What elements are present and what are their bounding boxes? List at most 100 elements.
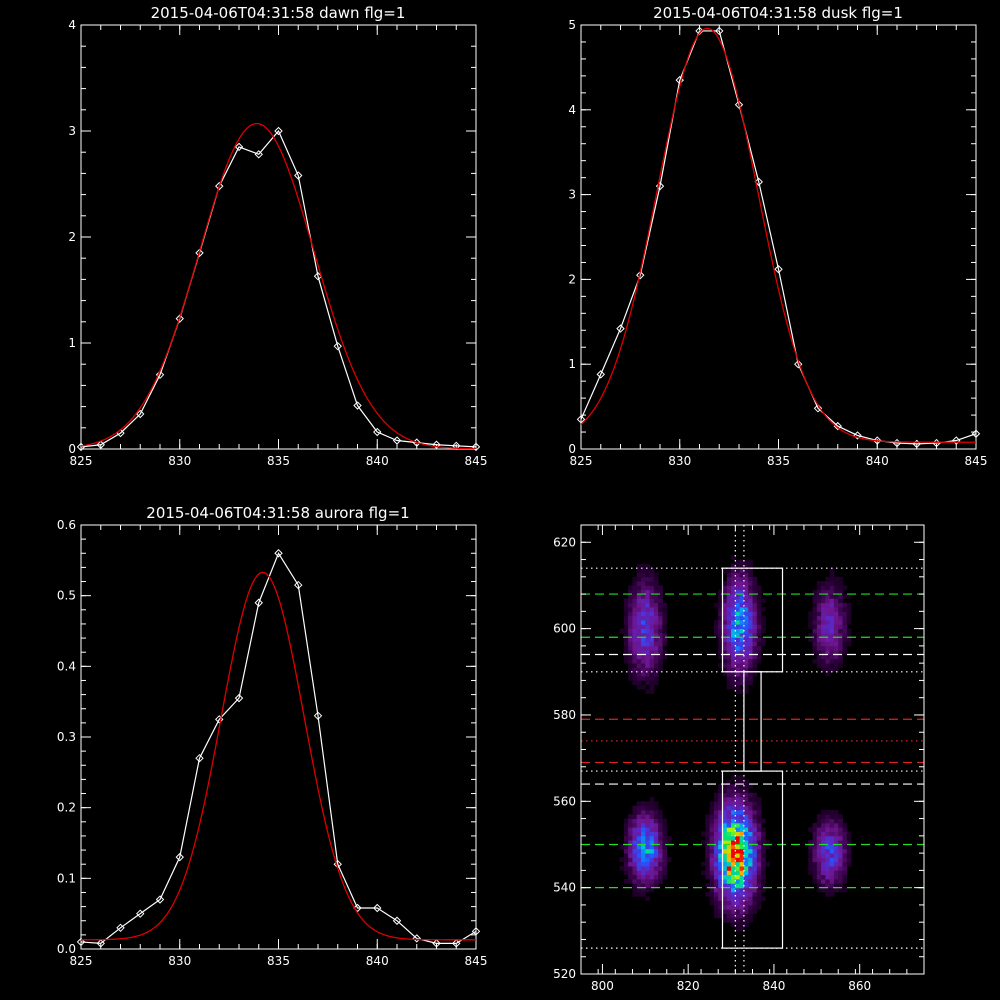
heatmap-cell (649, 853, 655, 858)
heatmap-cell (709, 818, 715, 824)
heatmap-cell (649, 615, 655, 621)
heatmap-cell (722, 904, 728, 910)
heatmap-cell (816, 866, 822, 871)
heatmap-cell (726, 784, 732, 789)
heatmap-cell (636, 831, 642, 837)
heatmap-cell (812, 861, 818, 867)
heatmap-cell (739, 779, 745, 785)
heatmap-cell (829, 654, 835, 660)
heatmap-cell (641, 801, 646, 807)
heatmap-cell (649, 568, 655, 573)
heatmap-cell (628, 667, 633, 673)
heatmap-cell (743, 844, 749, 850)
dusk-title: 2015-04-06T04:31:58 dusk flg=1 (653, 4, 903, 22)
heatmap-cell (808, 857, 813, 863)
heatmap-cell (739, 602, 745, 608)
heatmap-cell (628, 585, 633, 591)
heatmap-cell (731, 654, 736, 660)
heatmap-cell (833, 576, 839, 582)
dawn-data-point (353, 401, 362, 410)
heatmap-cell (645, 615, 650, 621)
heatmap-cell (718, 809, 723, 815)
heatmap-cell (718, 628, 723, 634)
heatmap-cell (748, 835, 753, 841)
heatmap-cell (649, 684, 655, 690)
heatmap-cell (743, 676, 749, 681)
heatmap-cell (731, 611, 736, 617)
heatmap-cell (821, 822, 826, 828)
heatmap-cell (756, 658, 762, 664)
heatmap-cell (628, 619, 633, 625)
heatmap-cell (662, 861, 668, 867)
heatmap-cell (658, 611, 663, 617)
heatmap-cell (653, 857, 659, 863)
dawn-data-point (215, 181, 224, 191)
heatmap-cell (713, 840, 719, 845)
heatmap-cell (743, 619, 749, 625)
heatmap-cell (653, 853, 659, 858)
heatmap-cell (632, 887, 638, 893)
heatmap-cell (632, 624, 638, 630)
heatmap-cell (731, 874, 736, 880)
heatmap-cell (641, 576, 646, 582)
heatmap-cell (765, 861, 771, 867)
heatmap-cell (739, 909, 745, 914)
heatmap-cell (748, 827, 753, 832)
heatmap-cell (829, 615, 835, 621)
heatmap-cell (649, 607, 655, 612)
heatmap-cell (735, 874, 741, 880)
heatmap-cell (649, 814, 655, 819)
heatmap-cell (838, 663, 843, 668)
heatmap-cell (649, 611, 655, 617)
heatmap-cell (752, 667, 758, 673)
aurora-data-point (373, 903, 382, 913)
heatmap-cell (632, 658, 638, 664)
heatmap-cell (726, 900, 732, 906)
heatmap-cell (838, 598, 843, 604)
heatmap-cell (662, 840, 668, 845)
heatmap-cell (709, 809, 715, 815)
heatmap-cell (748, 594, 753, 599)
heatmap-cell (731, 835, 736, 841)
heatmap-cell (812, 602, 818, 608)
heatmap-cell (816, 641, 822, 647)
heatmap-cell (825, 611, 831, 617)
heatmap-cell (713, 619, 719, 625)
heatmap-cell (726, 654, 732, 660)
heatmap-cell (731, 831, 736, 837)
heatmap-cell (756, 654, 762, 660)
heatmap-cell (829, 853, 835, 858)
heatmap-cell (641, 822, 646, 828)
heatmap-cell (829, 831, 835, 837)
heatmap-cell (833, 650, 839, 655)
heatmap-cell (632, 637, 638, 642)
heatmap-cell (623, 658, 629, 664)
heatmap-cell (739, 598, 745, 604)
dawn-data-point (274, 126, 283, 136)
aurora-data-point (76, 937, 86, 947)
heatmap-cell (653, 650, 659, 655)
heatmap-cell (731, 589, 736, 595)
heatmap-cell (731, 792, 736, 798)
heatmap-cell (709, 827, 715, 832)
heatmap-cell (731, 645, 736, 651)
heatmap-cell (812, 870, 818, 876)
heatmap-cell (821, 637, 826, 642)
heatmap-cell (752, 844, 758, 850)
heatmap-cell (821, 857, 826, 863)
heatmap-cell (641, 581, 646, 586)
heatmap-cell (829, 607, 835, 612)
heatmap-cell (658, 594, 663, 599)
heatmap-cell (743, 857, 749, 863)
heatmap-cell (761, 853, 766, 858)
heatmap-cell (662, 874, 668, 880)
heatmap-cell (752, 602, 758, 608)
heatmap-cell (739, 822, 745, 828)
heatmap-cell (825, 818, 831, 824)
heatmap-cell (825, 809, 831, 815)
heatmap-cell (662, 866, 668, 871)
heatmap-cell (718, 913, 723, 919)
heatmap-cell (812, 822, 818, 828)
heatmap-cell (812, 624, 818, 630)
heatmap-cell (748, 632, 753, 638)
